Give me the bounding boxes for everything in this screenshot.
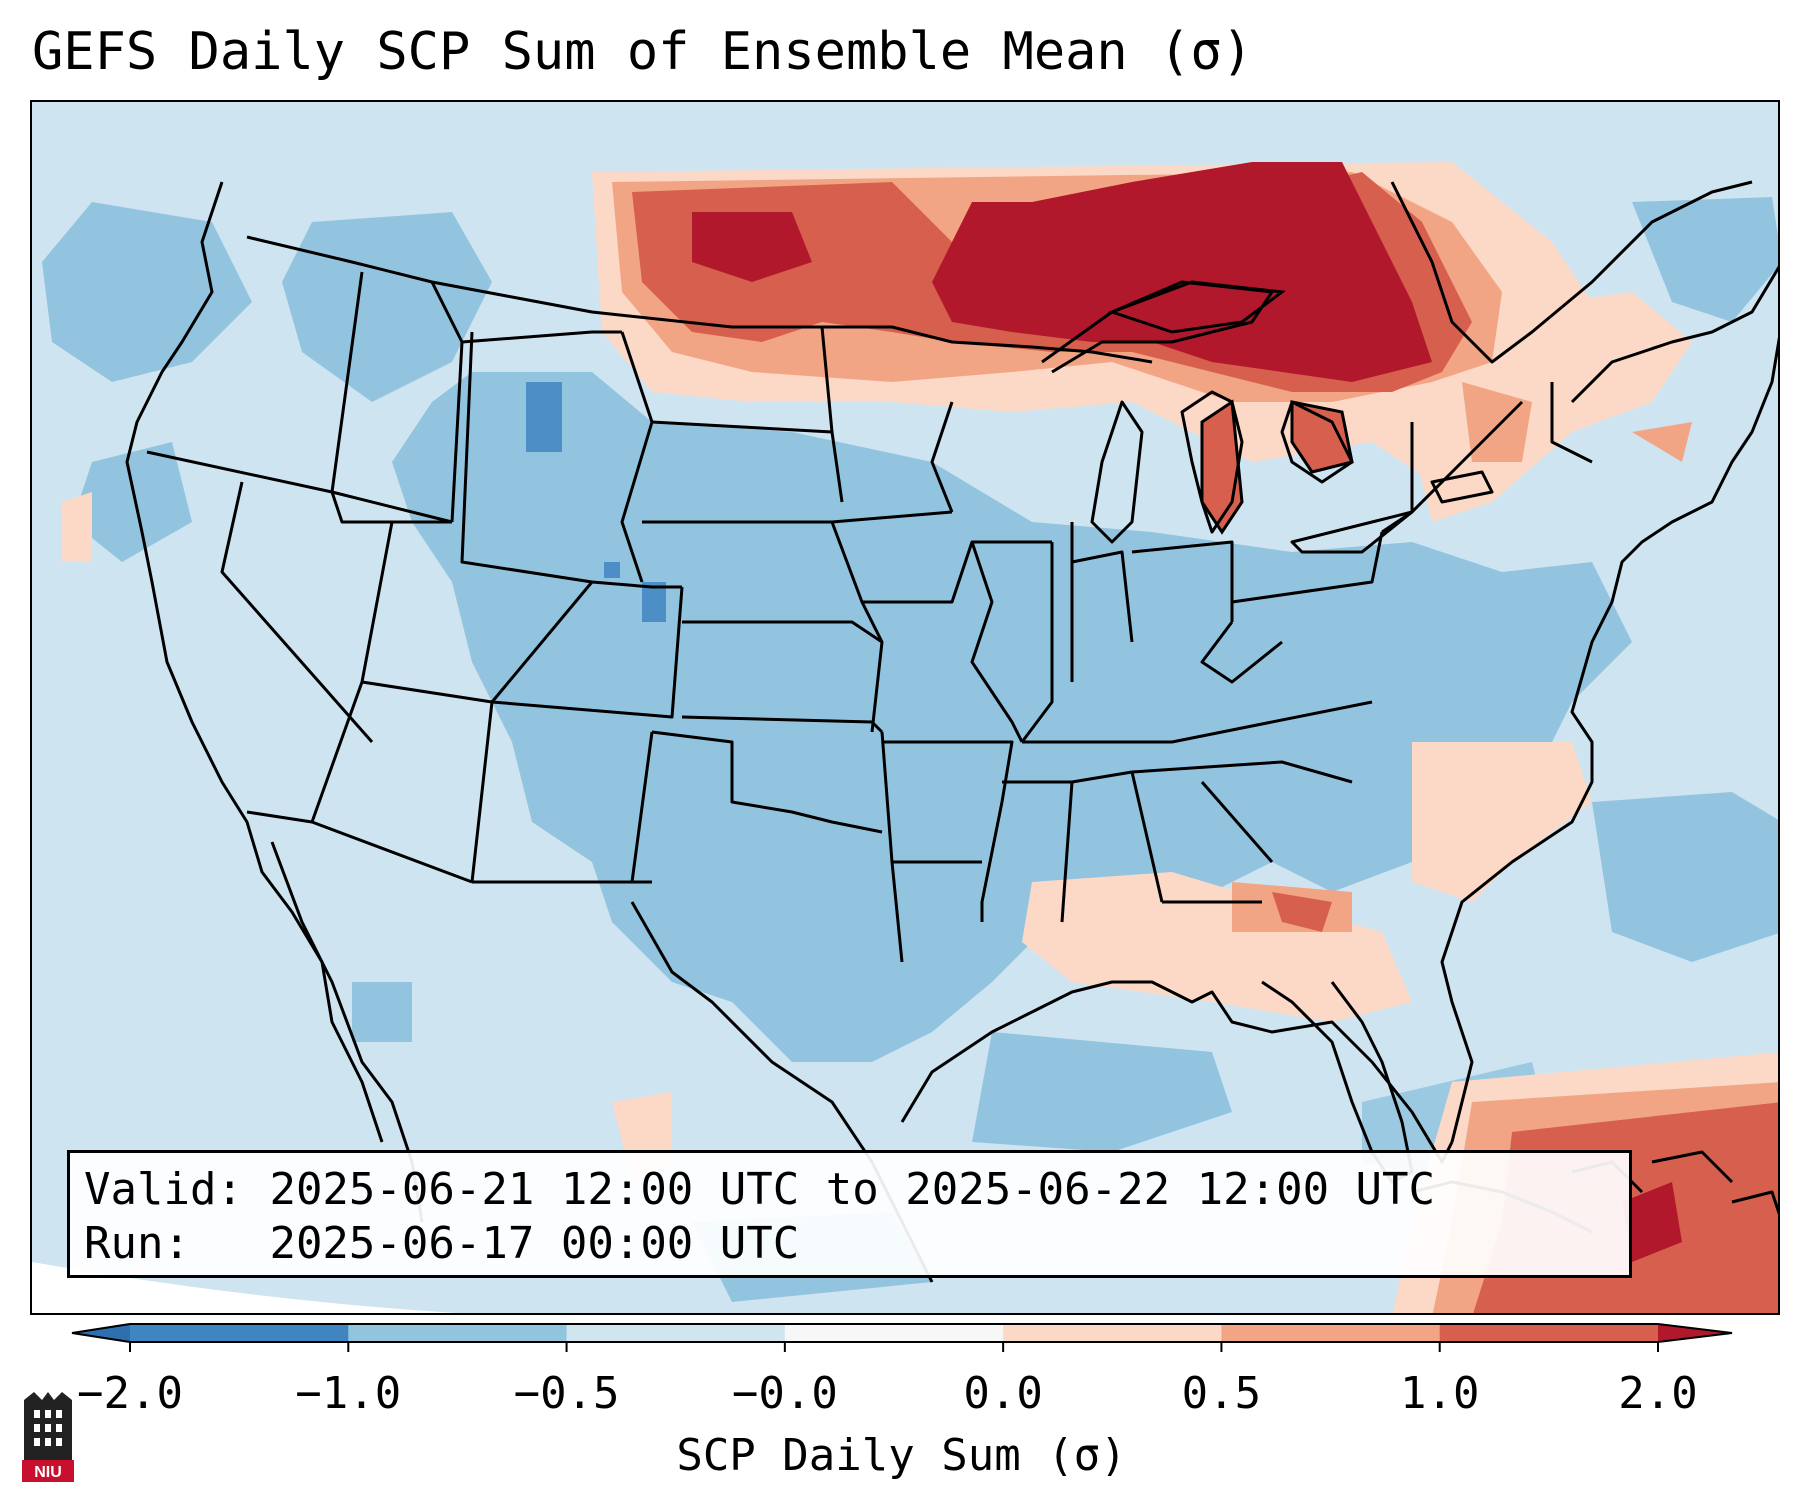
colorbar-tick-label: 1.0 (1399, 1368, 1480, 1419)
colorbar-tick-label: −0.5 (513, 1368, 620, 1419)
positive-field-extreme (692, 162, 1682, 1262)
colorbar-tick-label: −1.0 (295, 1368, 402, 1419)
colorbar-bin (1221, 1324, 1441, 1342)
colorbar-bin (1658, 1324, 1732, 1342)
run-label: Run: (84, 1218, 190, 1269)
colorbar-tick-label: 0.5 (1181, 1368, 1262, 1419)
colorbar-bin (784, 1324, 1004, 1342)
colorbar-ticks (129, 1342, 1659, 1352)
negative-field-dark (526, 382, 666, 622)
map-title: GEFS Daily SCP Sum of Ensemble Mean (σ) (32, 22, 1253, 82)
logo-badge (22, 1460, 74, 1482)
valid-label: Valid: (84, 1164, 243, 1215)
negative-field-medium (42, 197, 1778, 1302)
valid-row: Valid: 2025-06-21 12:00 UTC to 2025-06-2… (84, 1163, 1629, 1217)
us-canada-border (246, 235, 1153, 364)
colorbar-tick-label: −0.0 (731, 1368, 838, 1419)
us-gulf-coast (900, 980, 1454, 1164)
colorbar (71, 1323, 1733, 1352)
colorbar-tick-label: 0.0 (963, 1368, 1043, 1419)
logo-text: NIU (34, 1464, 62, 1481)
run-value: 2025-06-17 00:00 UTC (269, 1218, 800, 1269)
colorbar-tick-label: −2.0 (77, 1368, 183, 1419)
great-lakes (1107, 280, 1354, 535)
niu-logo: NIU (22, 1392, 74, 1482)
projection-edge (32, 1262, 456, 1313)
colorbar-label: SCP Daily Sum (σ) (676, 1430, 1127, 1481)
colorbar-bin (130, 1324, 349, 1342)
map-panel (30, 100, 1780, 1315)
colorbar-bin (566, 1324, 786, 1342)
us-east-coast (1440, 336, 1778, 1143)
colorbar-bin (1439, 1324, 1659, 1342)
colorbar-bin (348, 1324, 568, 1342)
colorbar-bin (72, 1324, 130, 1342)
colorbar-tick-label: 2.0 (1618, 1368, 1698, 1419)
map-canvas (32, 102, 1778, 1313)
valid-value: 2025-06-21 12:00 UTC to 2025-06-22 12:00… (269, 1164, 1436, 1215)
run-row: Run: 2025-06-17 00:00 UTC (84, 1217, 1629, 1271)
validity-info-box: Valid: 2025-06-21 12:00 UTC to 2025-06-2… (67, 1150, 1632, 1278)
colorbar-bin (1003, 1324, 1222, 1342)
colorbar-bins (71, 1323, 1733, 1343)
